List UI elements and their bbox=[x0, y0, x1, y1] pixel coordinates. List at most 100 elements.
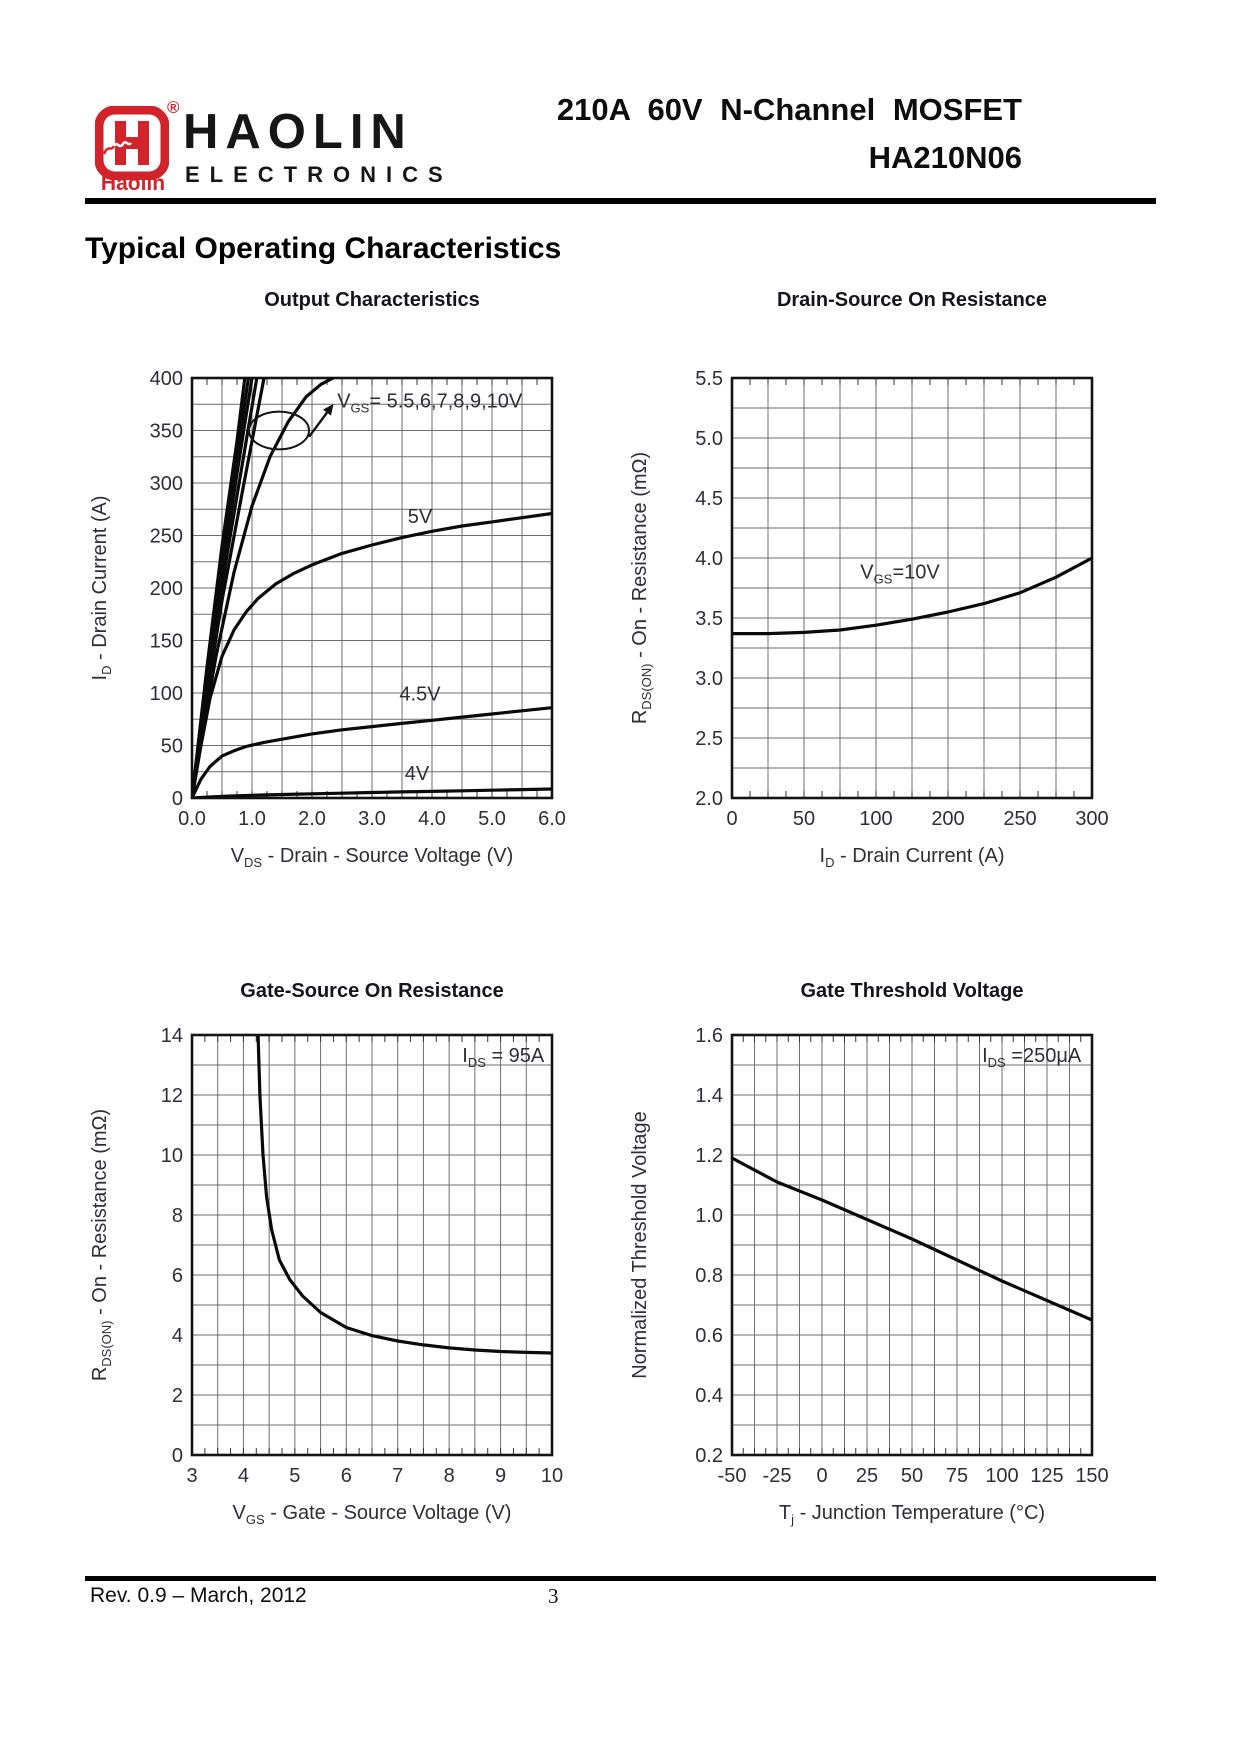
svg-text:1.0: 1.0 bbox=[238, 808, 266, 830]
chart-output-characteristics: Output Characteristics 0 50 100 150 200 250 300… bbox=[70, 278, 575, 878]
svg-text:50: 50 bbox=[901, 1465, 923, 1487]
svg-text:IDS =250μA: IDS =250μA bbox=[982, 1045, 1082, 1070]
svg-text:4.0: 4.0 bbox=[695, 548, 723, 570]
svg-text:9: 9 bbox=[495, 1465, 506, 1487]
svg-text:VGS=10V: VGS=10V bbox=[860, 561, 940, 586]
svg-text:4: 4 bbox=[238, 1465, 249, 1487]
chart-gate-threshold-voltage: Gate Threshold Voltage 0.2 0.4 0.6 0.8 1.0 1.2… bbox=[610, 935, 1115, 1535]
section-title: Typical Operating Characteristics bbox=[85, 232, 562, 265]
svg-text:5V: 5V bbox=[408, 506, 433, 528]
svg-text:250: 250 bbox=[1003, 808, 1036, 830]
svg-text:1.4: 1.4 bbox=[695, 1085, 723, 1107]
page-number: 3 bbox=[548, 1584, 559, 1608]
svg-text:250: 250 bbox=[150, 526, 183, 548]
header-rule bbox=[85, 198, 1156, 204]
svg-text:200: 200 bbox=[931, 808, 964, 830]
footer-rule bbox=[85, 1576, 1156, 1581]
svg-text:150: 150 bbox=[1075, 1465, 1108, 1487]
svg-text:8: 8 bbox=[444, 1465, 455, 1487]
svg-text:6: 6 bbox=[341, 1465, 352, 1487]
svg-text:3: 3 bbox=[186, 1465, 197, 1487]
revision-text: Rev. 0.9 – March, 2012 bbox=[90, 1584, 307, 1607]
svg-text:300: 300 bbox=[1075, 808, 1108, 830]
svg-text:12: 12 bbox=[161, 1085, 183, 1107]
svg-text:2.5: 2.5 bbox=[695, 728, 723, 750]
svg-text:5.5: 5.5 bbox=[695, 368, 723, 390]
chart-output-characteristics-svg: Output Characteristics 0 50 100 150 200 250 300… bbox=[89, 289, 566, 870]
svg-text:2.0: 2.0 bbox=[298, 808, 326, 830]
svg-text:25: 25 bbox=[856, 1465, 878, 1487]
svg-text:1.6: 1.6 bbox=[695, 1025, 723, 1047]
svg-text:3.0: 3.0 bbox=[695, 668, 723, 690]
logo-brand-text: HAOLIN bbox=[183, 105, 413, 159]
part-number: HA210N06 bbox=[868, 140, 1022, 175]
svg-text:100: 100 bbox=[985, 1465, 1018, 1487]
svg-text:7: 7 bbox=[392, 1465, 403, 1487]
svg-text:8: 8 bbox=[172, 1205, 183, 1227]
svg-text:300: 300 bbox=[150, 473, 183, 495]
svg-text:4.5V: 4.5V bbox=[399, 683, 441, 705]
svg-text:100: 100 bbox=[150, 683, 183, 705]
svg-text:0.8: 0.8 bbox=[695, 1265, 723, 1287]
svg-text:IDS = 95A: IDS = 95A bbox=[462, 1045, 545, 1070]
svg-text:6.0: 6.0 bbox=[538, 808, 566, 830]
svg-text:5.0: 5.0 bbox=[695, 428, 723, 450]
chart-drain-source-on-resistance: Drain-Source On Resistance 2.0 2.5 3.0 3.5 4.… bbox=[610, 278, 1115, 878]
svg-text:400: 400 bbox=[150, 368, 183, 390]
svg-text:75: 75 bbox=[946, 1465, 968, 1487]
chart-gate-threshold-voltage-svg: Gate Threshold Voltage 0.2 0.4 0.6 0.8 1.0 1.2… bbox=[629, 980, 1109, 1527]
svg-text:ID - Drain Current (A): ID - Drain Current (A) bbox=[820, 845, 1005, 870]
svg-text:3.5: 3.5 bbox=[695, 608, 723, 630]
svg-text:Output Characteristics: Output Characteristics bbox=[264, 289, 480, 311]
svg-text:2: 2 bbox=[172, 1385, 183, 1407]
document-title: 210A 60V N-Channel MOSFET bbox=[556, 92, 1022, 127]
svg-text:VGS - Gate - Source Voltage (V: VGS - Gate - Source Voltage (V) bbox=[233, 1502, 512, 1527]
svg-text:Drain-Source On Resistance: Drain-Source On Resistance bbox=[777, 289, 1047, 311]
svg-text:VGS= 5.5,6,7,8,9,10V: VGS= 5.5,6,7,8,9,10V bbox=[337, 390, 523, 415]
svg-text:0.6: 0.6 bbox=[695, 1325, 723, 1347]
svg-text:6: 6 bbox=[172, 1265, 183, 1287]
svg-text:10: 10 bbox=[541, 1465, 563, 1487]
svg-text:3.0: 3.0 bbox=[358, 808, 386, 830]
svg-text:100: 100 bbox=[859, 808, 892, 830]
svg-text:0: 0 bbox=[816, 1465, 827, 1487]
svg-text:ID - Drain Current (A): ID - Drain Current (A) bbox=[89, 496, 114, 681]
svg-text:-50: -50 bbox=[718, 1465, 747, 1487]
svg-text:RDS(ON) - On - Resistance (mΩ): RDS(ON) - On - Resistance (mΩ) bbox=[629, 452, 654, 724]
svg-text:5.0: 5.0 bbox=[478, 808, 506, 830]
svg-text:5: 5 bbox=[289, 1465, 300, 1487]
svg-text:Gate-Source On Resistance: Gate-Source On Resistance bbox=[240, 980, 503, 1002]
registered-trademark-icon: ® bbox=[167, 98, 180, 117]
svg-text:50: 50 bbox=[161, 736, 183, 758]
svg-text:50: 50 bbox=[793, 808, 815, 830]
svg-text:0.4: 0.4 bbox=[695, 1385, 723, 1407]
chart-drain-source-on-resistance-svg: Drain-Source On Resistance 2.0 2.5 3.0 3.5 4.… bbox=[629, 289, 1109, 870]
svg-text:125: 125 bbox=[1030, 1465, 1063, 1487]
chart-gate-source-on-resistance: Gate-Source On Resistance 0 2 4 6 8 10 12 14 3 4 5 6… bbox=[70, 935, 575, 1535]
svg-text:VDS - Drain - Source Voltage (: VDS - Drain - Source Voltage (V) bbox=[231, 845, 514, 870]
svg-text:4V: 4V bbox=[405, 763, 430, 785]
svg-text:4.5: 4.5 bbox=[695, 488, 723, 510]
svg-text:Tj - Junction Temperature (°C): Tj - Junction Temperature (°C) bbox=[779, 1502, 1045, 1527]
svg-text:150: 150 bbox=[150, 631, 183, 653]
svg-text:4.0: 4.0 bbox=[418, 808, 446, 830]
svg-text:10: 10 bbox=[161, 1145, 183, 1167]
svg-text:2.0: 2.0 bbox=[695, 788, 723, 810]
svg-text:0.2: 0.2 bbox=[695, 1445, 723, 1467]
svg-text:0: 0 bbox=[172, 788, 183, 810]
svg-text:RDS(ON) - On - Resistance (mΩ): RDS(ON) - On - Resistance (mΩ) bbox=[89, 1109, 114, 1381]
svg-text:350: 350 bbox=[150, 421, 183, 443]
svg-text:-25: -25 bbox=[763, 1465, 792, 1487]
svg-text:1.0: 1.0 bbox=[695, 1205, 723, 1227]
chart-gate-source-on-resistance-svg: Gate-Source On Resistance 0 2 4 6 8 10 12 14 3 4 5 6… bbox=[89, 980, 563, 1527]
svg-text:1.2: 1.2 bbox=[695, 1145, 723, 1167]
svg-text:0.0: 0.0 bbox=[178, 808, 206, 830]
svg-text:0: 0 bbox=[172, 1445, 183, 1467]
svg-text:Gate Threshold Voltage: Gate Threshold Voltage bbox=[801, 980, 1024, 1002]
svg-text:4: 4 bbox=[172, 1325, 183, 1347]
haolin-logo-icon bbox=[95, 106, 169, 180]
logo-caption: Haolin bbox=[100, 172, 166, 195]
svg-text:200: 200 bbox=[150, 578, 183, 600]
svg-text:Normalized Threshold Voltage: Normalized Threshold Voltage bbox=[629, 1111, 651, 1379]
svg-text:0: 0 bbox=[726, 808, 737, 830]
